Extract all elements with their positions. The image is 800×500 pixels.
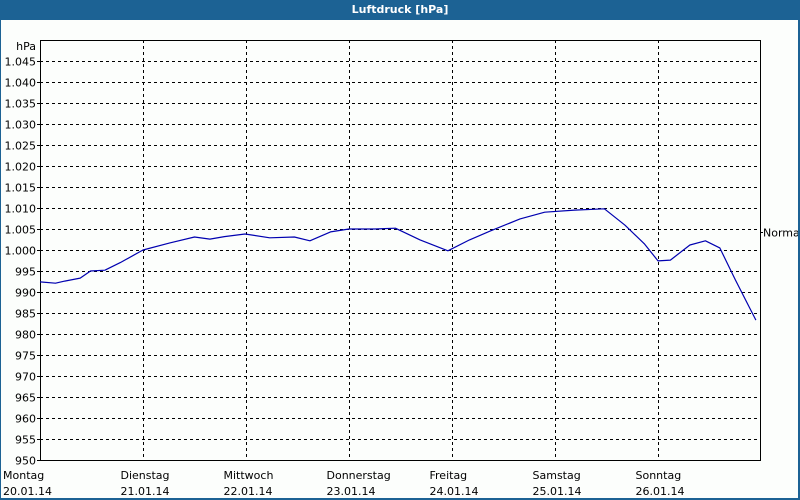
normal-reference-label: Normal — [763, 227, 798, 240]
x-tick-day-label: Sonntag — [636, 469, 682, 482]
x-tick-date-label: 20.01.14 — [3, 485, 52, 498]
y-tick-label: 1.030 — [5, 119, 37, 132]
y-tick-label: 960 — [15, 413, 36, 426]
pressure-line-chart: 950 955 960 965 970 975 980 985 990 995 1.000 1.005… — [3, 40, 798, 498]
y-tick-label: 950 — [15, 455, 36, 468]
x-tick-date-label: 21.01.14 — [121, 485, 170, 498]
y-tick-label: 1.005 — [5, 224, 37, 237]
x-tick-date-label: 23.01.14 — [327, 485, 376, 498]
y-tick-label: 1.040 — [5, 77, 37, 90]
x-tick-day-label: Donnerstag — [327, 469, 391, 482]
pressure-series-line — [39, 208, 757, 321]
x-tick-date-label: 25.01.14 — [533, 485, 582, 498]
x-tick-day-label: Mittwoch — [224, 469, 274, 482]
plot-frame — [40, 40, 761, 461]
x-tick-day-label: Dienstag — [121, 469, 170, 482]
y-tick-label: 980 — [15, 329, 36, 342]
y-tick-label: 1.015 — [5, 182, 37, 195]
y-tick-label: 975 — [15, 350, 36, 363]
x-tick-date-label: 26.01.14 — [636, 485, 685, 498]
y-tick-label: 1.045 — [5, 56, 37, 69]
y-tick-label: 995 — [15, 266, 36, 279]
y-tick-label: 1.035 — [5, 98, 37, 111]
y-tick-label: 985 — [15, 308, 36, 321]
y-tick-label: 955 — [15, 434, 36, 447]
y-tick-label: 970 — [15, 371, 36, 384]
x-tick-day-label: Samstag — [533, 469, 581, 482]
y-axis-unit-label: hPa — [16, 40, 36, 53]
y-tick-label: 1.010 — [5, 203, 37, 216]
x-tick-day-label: Freitag — [430, 469, 468, 482]
y-tick-label: 1.020 — [5, 161, 37, 174]
x-tick-date-label: 22.01.14 — [224, 485, 273, 498]
y-tick-label: 1.000 — [5, 245, 37, 258]
window-title: Luftdruck [hPa] — [351, 3, 449, 16]
y-tick-label: 990 — [15, 287, 36, 300]
chart-area: 950 955 960 965 970 975 980 985 990 995 1.000 1.005… — [1, 20, 798, 498]
x-tick-date-label: 24.01.14 — [430, 485, 479, 498]
y-tick-label: 1.025 — [5, 140, 37, 153]
y-tick-label: 965 — [15, 392, 36, 405]
x-tick-day-label: Montag — [3, 469, 44, 482]
